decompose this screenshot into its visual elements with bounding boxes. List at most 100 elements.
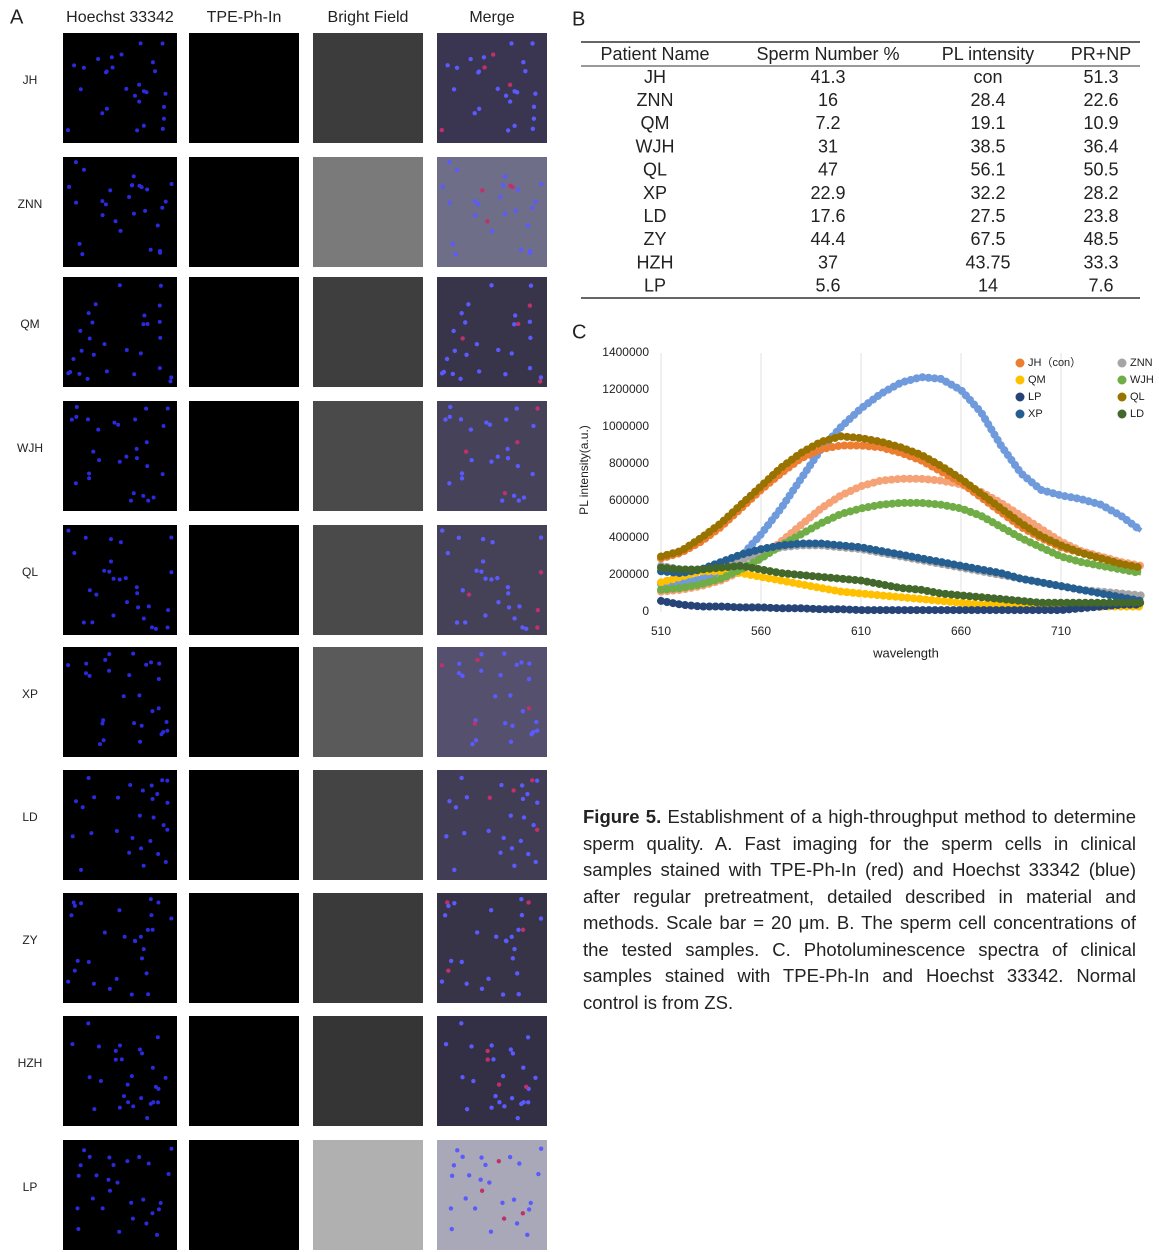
cell-dot <box>150 796 155 801</box>
cell-dot <box>87 673 92 678</box>
cell-dot <box>156 1100 161 1105</box>
cell-dot <box>451 328 456 334</box>
cell-dot <box>72 551 77 556</box>
cell-dot <box>157 661 162 666</box>
cell-dot <box>516 992 521 997</box>
cell-dot <box>118 540 123 545</box>
micrograph <box>63 770 177 880</box>
cell-dot <box>521 1065 526 1070</box>
cell-dot <box>148 1101 153 1106</box>
cell-dot <box>114 976 119 981</box>
cell-dot <box>160 778 165 783</box>
cell-dot <box>526 1100 531 1105</box>
cell-dot <box>480 188 485 193</box>
cell-dot <box>129 1074 134 1079</box>
legend-label: ZNN <box>1130 357 1153 369</box>
table-header: Patient Name <box>600 44 709 64</box>
cell-dot <box>73 160 78 165</box>
legend-label: XP <box>1028 408 1043 420</box>
cell-dot <box>496 1158 502 1164</box>
cell-dot <box>83 535 88 540</box>
column-header: TPE-Ph-In <box>207 9 282 26</box>
cell-dot <box>149 783 154 788</box>
cell-dot <box>460 336 465 341</box>
cell-dot <box>98 1079 103 1084</box>
cell-dot <box>458 376 463 382</box>
cell-dot <box>476 70 481 75</box>
cell-dot <box>489 1105 494 1110</box>
legend-marker <box>1117 392 1127 402</box>
cell-dot <box>470 741 475 747</box>
cell-dot <box>143 208 148 213</box>
cell-dot <box>117 908 122 913</box>
cell-dot <box>146 1161 151 1166</box>
micrograph <box>189 33 299 143</box>
cell-dot <box>137 99 142 104</box>
cell-dot <box>472 212 478 218</box>
cell-dot <box>508 183 513 189</box>
cell-dot <box>156 677 161 682</box>
cell-dot <box>78 328 83 333</box>
cell-dot <box>476 369 482 374</box>
cell-dot <box>66 128 71 133</box>
cell-dot <box>87 336 92 341</box>
cell-dot <box>474 341 480 347</box>
cell-dot <box>459 476 465 481</box>
cell-dot <box>137 82 142 87</box>
cell-dot <box>134 456 139 461</box>
cell-dot <box>119 52 124 57</box>
cell-dot <box>163 91 168 96</box>
cell-dot <box>472 1206 478 1211</box>
micrograph <box>313 277 423 387</box>
cell-dot <box>169 916 174 921</box>
cell-dot <box>130 1216 135 1221</box>
cell-dot <box>497 1099 502 1105</box>
row-label: QM <box>20 317 39 331</box>
cell-dot <box>140 788 145 793</box>
row-label: ZNN <box>18 197 43 211</box>
cell-dot <box>166 1172 171 1177</box>
cell-dot <box>74 799 79 804</box>
cell-dot <box>66 663 71 668</box>
cell-dot <box>527 303 533 308</box>
cell-dot <box>466 302 471 307</box>
micrograph <box>189 525 299 635</box>
table-cell: 23.8 <box>1083 206 1118 226</box>
cell-dot <box>160 126 165 131</box>
cell-dot <box>459 775 464 781</box>
cell-dot <box>155 223 160 228</box>
cell-dot <box>145 321 150 326</box>
cell-dot <box>520 796 526 802</box>
cell-dot <box>518 247 524 252</box>
y-axis-label: PL intensity(a.u.) <box>577 425 591 515</box>
cell-dot <box>129 992 134 997</box>
cell-dot <box>130 183 135 188</box>
cell-dot <box>79 901 84 906</box>
cell-dot <box>478 1177 483 1182</box>
cell-dot <box>130 835 135 840</box>
cell-dot <box>87 588 92 593</box>
cell-dot <box>495 575 500 581</box>
cell-dot <box>124 86 129 91</box>
cell-dot <box>511 788 516 793</box>
cell-dot <box>101 718 106 723</box>
cell-dot <box>514 662 519 668</box>
cell-dot <box>139 846 144 851</box>
cell-dot <box>513 208 518 214</box>
cell-dot <box>111 613 116 618</box>
cell-dot <box>151 815 156 820</box>
cell-dot <box>487 795 493 800</box>
cell-dot <box>526 676 532 682</box>
y-tick-label: 200000 <box>609 567 649 581</box>
cell-dot <box>137 1155 142 1160</box>
cell-dot <box>165 406 170 411</box>
cell-dot <box>91 449 96 454</box>
cell-dot <box>533 199 538 204</box>
cell-dot <box>517 1161 522 1166</box>
cell-dot <box>508 693 513 698</box>
legend-label: WJH <box>1130 374 1154 386</box>
cell-dot <box>519 783 525 788</box>
column-header: Hoechst 33342 <box>66 9 174 26</box>
cell-dot <box>530 471 535 477</box>
cell-dot <box>131 491 136 496</box>
